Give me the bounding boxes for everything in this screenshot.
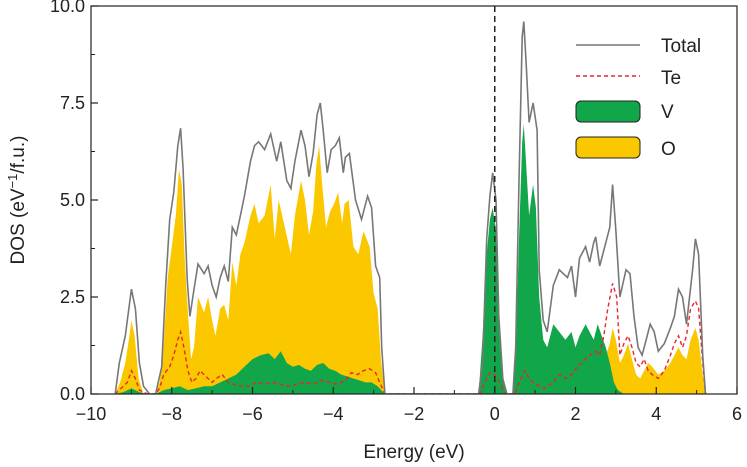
x-tick-label: 0	[490, 404, 500, 424]
x-tick-label: −2	[404, 404, 425, 424]
legend-v-label: V	[661, 102, 674, 123]
x-axis-label: Energy (eV)	[363, 442, 464, 463]
legend: Total Te V O	[575, 36, 701, 160]
x-tick-label: −10	[76, 404, 107, 424]
series-te-line	[114, 283, 707, 394]
legend-v-swatch	[575, 100, 641, 123]
y-axis-label: DOS (eV−1/f.u.)	[5, 136, 29, 265]
series-o-area	[115, 145, 706, 394]
legend-te-label: Te	[661, 68, 681, 89]
legend-total-label: Total	[661, 36, 701, 57]
legend-o-swatch	[575, 136, 641, 159]
y-tick-label: 5.0	[60, 190, 85, 210]
x-tick-label: 4	[651, 404, 661, 424]
x-tick-label: −6	[242, 404, 263, 424]
y-axis-label-sup: −1	[5, 174, 20, 189]
plot-area	[114, 6, 707, 394]
legend-o-label: O	[661, 139, 676, 160]
y-tick-label: 10.0	[50, 0, 85, 16]
y-tick-label: 2.5	[60, 287, 85, 307]
x-tick-label: 2	[570, 404, 580, 424]
y-tick-label: 0.0	[60, 384, 85, 404]
x-tick-label: 6	[732, 404, 742, 424]
series-total-line	[114, 21, 707, 394]
x-axis: −10 −8 −6 −4 −2 0 2 4 6	[76, 387, 742, 424]
x-tick-label: −8	[161, 404, 182, 424]
y-axis-label-main: DOS (eV	[8, 188, 29, 264]
y-axis-label-rest: /f.u.)	[8, 136, 29, 174]
series-v-area	[115, 124, 624, 394]
x-tick-label: −4	[323, 404, 344, 424]
y-axis: 0.0 2.5 5.0 7.5 10.0	[50, 0, 98, 404]
y-tick-label: 7.5	[60, 93, 85, 113]
